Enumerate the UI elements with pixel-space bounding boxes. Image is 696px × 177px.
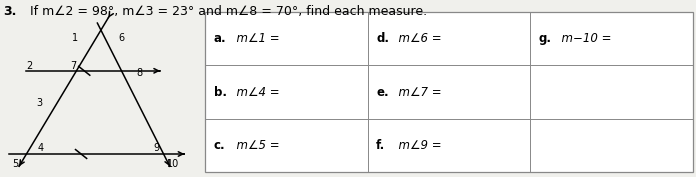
- Text: 9: 9: [154, 143, 159, 153]
- Text: f.: f.: [376, 139, 386, 152]
- Text: m−10 =: m−10 =: [554, 32, 611, 45]
- Text: 1: 1: [72, 33, 78, 43]
- Bar: [205, 12, 693, 172]
- Text: 3.: 3.: [3, 5, 17, 18]
- Text: If m∠2 = 98°, m∠3 = 23° and m∠8 = 70°, find each measure.: If m∠2 = 98°, m∠3 = 23° and m∠8 = 70°, f…: [22, 5, 427, 18]
- Text: m∠4 =: m∠4 =: [229, 85, 280, 99]
- Text: 2: 2: [26, 61, 32, 71]
- Text: m∠9 =: m∠9 =: [391, 139, 442, 152]
- Text: a.: a.: [214, 32, 226, 45]
- Text: m∠7 =: m∠7 =: [391, 85, 442, 99]
- Text: c.: c.: [214, 139, 226, 152]
- Text: 10: 10: [166, 159, 179, 169]
- Bar: [205, 12, 693, 172]
- Text: 6: 6: [118, 33, 124, 43]
- Text: m∠5 =: m∠5 =: [229, 139, 280, 152]
- Text: m∠1 =: m∠1 =: [229, 32, 280, 45]
- Text: e.: e.: [376, 85, 388, 99]
- Text: d.: d.: [376, 32, 389, 45]
- Text: m∠6 =: m∠6 =: [391, 32, 442, 45]
- Text: b.: b.: [214, 85, 227, 99]
- Text: 4: 4: [38, 143, 43, 153]
- Text: 3: 3: [36, 98, 42, 108]
- Text: 5: 5: [13, 159, 18, 169]
- Text: 8: 8: [136, 68, 142, 78]
- Text: 7: 7: [70, 61, 76, 71]
- Text: g.: g.: [539, 32, 551, 45]
